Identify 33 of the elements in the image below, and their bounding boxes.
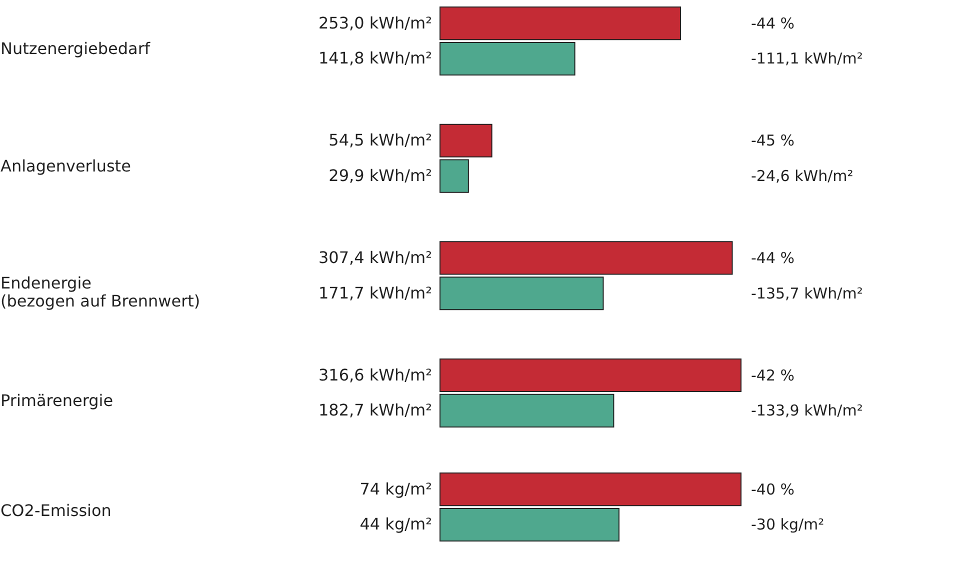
text: -30 kg/m²: [751, 516, 824, 534]
bar: [440, 276, 604, 310]
bar: [440, 159, 469, 193]
text: -40 %: [751, 480, 795, 498]
text: -45 %: [751, 132, 795, 150]
y-tick-label: CO2-Emission: [0, 501, 112, 520]
y-tick-label: Endenergie (bezogen auf Brennwert): [0, 274, 200, 311]
data-label: 141,8 kWh/m²: [318, 48, 432, 68]
data-label: 316,6 kWh/m²: [318, 365, 432, 384]
bar: [440, 394, 614, 428]
bar: [440, 6, 682, 40]
text: -44 %: [751, 14, 795, 32]
text: -133,9 kWh/m²: [751, 402, 863, 420]
bar: [440, 241, 733, 275]
text: -135,7 kWh/m²: [751, 284, 863, 302]
data-label: 54,5 kWh/m²: [328, 130, 432, 150]
y-tick-label: Nutzenergiebedarf: [0, 39, 150, 58]
bar: [440, 358, 742, 392]
data-label: 29,9 kWh/m²: [328, 166, 432, 186]
data-label: 74 kg/m²: [360, 479, 432, 498]
data-label: 182,7 kWh/m²: [318, 400, 432, 420]
bar: [440, 42, 576, 76]
text: -111,1 kWh/m²: [751, 50, 863, 68]
y-tick-label: Primärenergie: [0, 390, 114, 410]
data-label: 44 kg/m²: [360, 514, 432, 534]
text: -42 %: [751, 366, 795, 384]
y-tick-label: Anlagenverluste: [0, 156, 131, 176]
data-label: 307,4 kWh/m²: [318, 248, 432, 267]
text: -24,6 kWh/m²: [751, 167, 854, 186]
data-label: 171,7 kWh/m²: [318, 283, 432, 302]
bar: [440, 124, 492, 158]
data-label: 253,0 kWh/m²: [318, 13, 432, 32]
text: -44 %: [751, 248, 795, 267]
